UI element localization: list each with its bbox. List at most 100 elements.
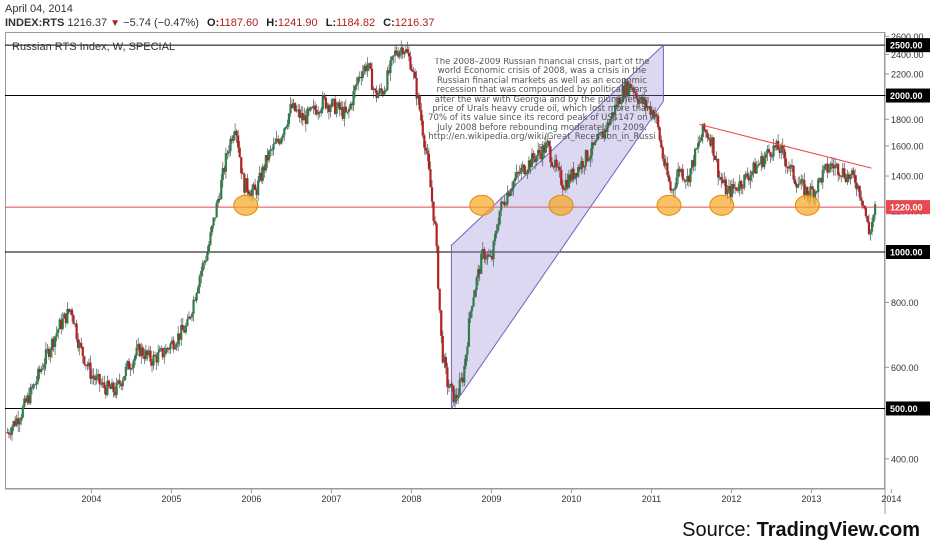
candle-up[interactable] xyxy=(480,253,483,274)
candle-down[interactable] xyxy=(440,310,443,336)
candle-up[interactable] xyxy=(269,149,272,152)
candle-down[interactable] xyxy=(633,92,637,94)
candle-down[interactable] xyxy=(421,120,424,136)
candle-up[interactable] xyxy=(827,169,831,173)
candle-down[interactable] xyxy=(375,90,378,99)
candle-down[interactable] xyxy=(395,50,398,54)
candle-up[interactable] xyxy=(515,172,518,178)
candle-down[interactable] xyxy=(373,88,377,91)
candle-up[interactable] xyxy=(87,362,91,367)
candle-down[interactable] xyxy=(127,361,131,370)
candle-down[interactable] xyxy=(618,98,621,105)
candle-up[interactable] xyxy=(513,177,517,182)
candle-down[interactable] xyxy=(489,255,492,257)
candle-down[interactable] xyxy=(550,162,554,167)
candle-down[interactable] xyxy=(586,150,589,161)
candle-down[interactable] xyxy=(327,104,331,112)
candle-up[interactable] xyxy=(524,172,527,175)
candle-up[interactable] xyxy=(330,99,334,107)
candle-down[interactable] xyxy=(420,109,423,121)
candle-up[interactable] xyxy=(680,169,683,173)
candle-down[interactable] xyxy=(241,173,244,175)
candle-up[interactable] xyxy=(449,383,452,388)
candle-down[interactable] xyxy=(735,187,738,191)
candle-up[interactable] xyxy=(484,258,487,260)
candle-up[interactable] xyxy=(212,217,215,226)
candle-up[interactable] xyxy=(226,152,229,154)
candle-up[interactable] xyxy=(90,375,94,379)
candle-down[interactable] xyxy=(98,374,101,385)
candle-down[interactable] xyxy=(27,395,31,404)
candle-up[interactable] xyxy=(510,188,514,192)
candle-down[interactable] xyxy=(84,364,87,366)
candle-up[interactable] xyxy=(264,155,267,171)
candle-down[interactable] xyxy=(538,149,541,154)
candle-up[interactable] xyxy=(873,204,877,216)
candle-down[interactable] xyxy=(517,172,520,174)
candle-up[interactable] xyxy=(473,290,477,298)
candle-down[interactable] xyxy=(861,200,864,206)
candle-up[interactable] xyxy=(504,204,507,206)
candle-up[interactable] xyxy=(281,135,284,139)
candle-up[interactable] xyxy=(675,177,678,188)
candle-down[interactable] xyxy=(413,71,417,78)
candle-up[interactable] xyxy=(587,159,591,161)
candle-up[interactable] xyxy=(170,340,174,344)
candle-up[interactable] xyxy=(58,319,61,330)
candle-up[interactable] xyxy=(144,350,147,360)
candle-up[interactable] xyxy=(715,158,718,160)
candle-down[interactable] xyxy=(103,382,106,389)
candle-up[interactable] xyxy=(764,154,767,158)
candle-down[interactable] xyxy=(423,135,426,148)
candle-down[interactable] xyxy=(832,165,835,169)
candle-up[interactable] xyxy=(53,336,57,348)
candle-down[interactable] xyxy=(406,49,409,53)
candle-down[interactable] xyxy=(560,170,563,185)
candle-up[interactable] xyxy=(366,64,369,72)
candle-up[interactable] xyxy=(227,151,231,153)
candle-down[interactable] xyxy=(837,163,840,176)
candle-up[interactable] xyxy=(600,131,603,134)
candle-down[interactable] xyxy=(387,70,391,74)
candle-down[interactable] xyxy=(692,160,695,167)
candle-up[interactable] xyxy=(35,381,38,385)
candle-up[interactable] xyxy=(857,185,860,190)
candle-down[interactable] xyxy=(547,141,551,147)
rising-channel[interactable] xyxy=(450,43,664,411)
candle-down[interactable] xyxy=(444,356,447,368)
candle-down[interactable] xyxy=(575,173,578,177)
candle-up[interactable] xyxy=(43,364,46,369)
candle-up[interactable] xyxy=(466,346,469,355)
candle-down[interactable] xyxy=(350,103,354,106)
candle-up[interactable] xyxy=(458,379,461,395)
support-marker[interactable] xyxy=(233,194,259,216)
candle-up[interactable] xyxy=(287,113,291,125)
candle-up[interactable] xyxy=(15,418,18,426)
candle-down[interactable] xyxy=(344,106,347,112)
candle-up[interactable] xyxy=(512,181,515,189)
support-marker[interactable] xyxy=(469,194,495,216)
candle-up[interactable] xyxy=(553,159,557,168)
candle-up[interactable] xyxy=(210,225,214,233)
candle-down[interactable] xyxy=(773,145,777,148)
candle-up[interactable] xyxy=(870,222,874,232)
candle-down[interactable] xyxy=(518,172,521,174)
candle-up[interactable] xyxy=(244,178,247,193)
candle-down[interactable] xyxy=(298,109,301,118)
candle-up[interactable] xyxy=(492,241,495,260)
candles[interactable] xyxy=(6,40,877,441)
candle-down[interactable] xyxy=(277,138,280,142)
candle-down[interactable] xyxy=(803,180,806,196)
candle-down[interactable] xyxy=(778,149,781,153)
candle-up[interactable] xyxy=(730,184,734,197)
candle-down[interactable] xyxy=(717,158,720,178)
candle-up[interactable] xyxy=(355,83,358,86)
candle-down[interactable] xyxy=(249,194,252,196)
candle-down[interactable] xyxy=(86,364,89,367)
candle-down[interactable] xyxy=(684,180,687,182)
candle-down[interactable] xyxy=(483,249,486,259)
candle-down[interactable] xyxy=(430,187,434,202)
resistance-trendline[interactable] xyxy=(699,123,872,169)
candle-up[interactable] xyxy=(697,142,700,149)
trendlines[interactable] xyxy=(699,123,872,169)
